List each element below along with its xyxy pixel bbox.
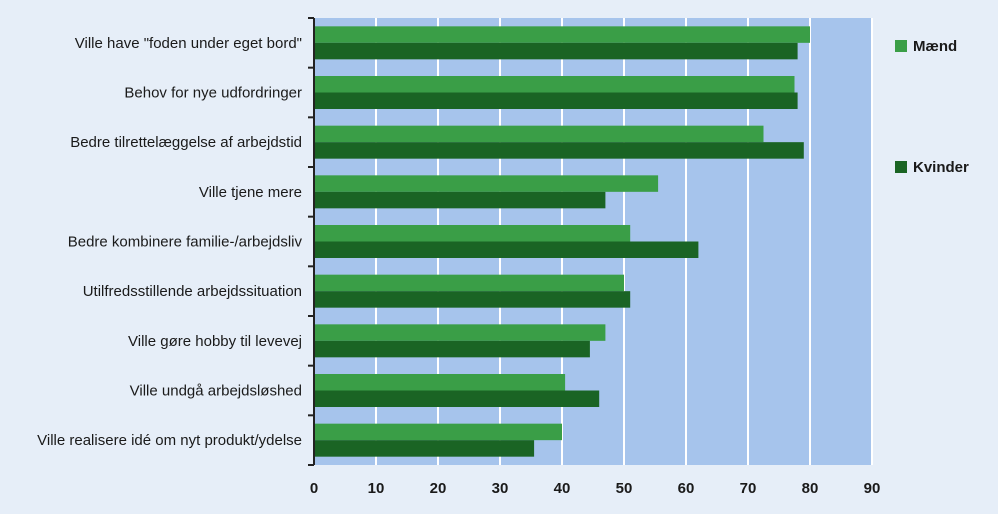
legend-swatch bbox=[895, 40, 907, 52]
bar-maend bbox=[314, 374, 566, 391]
category-label: Bedre tilrettelæggelse af arbejdstid bbox=[70, 134, 302, 151]
bar-kvinder bbox=[314, 142, 804, 159]
bar-maend bbox=[314, 274, 624, 292]
x-tick-label: 40 bbox=[554, 480, 571, 497]
bar-maend bbox=[314, 26, 810, 43]
x-tick-label: 30 bbox=[492, 480, 509, 497]
bar-maend bbox=[314, 175, 659, 192]
bar-maend bbox=[314, 76, 795, 93]
bar-maend bbox=[314, 324, 606, 341]
legend-label: Kvinder bbox=[913, 159, 969, 176]
bar-kvinder bbox=[314, 92, 798, 109]
x-tick-label: 10 bbox=[368, 480, 385, 497]
category-label: Utilfredsstillende arbejdssituation bbox=[83, 283, 302, 300]
category-label: Ville tjene mere bbox=[199, 184, 302, 201]
bar-kvinder bbox=[314, 440, 535, 457]
x-tick-label: 70 bbox=[740, 480, 757, 497]
bar-kvinder bbox=[314, 390, 600, 407]
bar-kvinder bbox=[314, 191, 606, 209]
x-tick-label: 0 bbox=[310, 480, 318, 497]
bar-maend bbox=[314, 125, 764, 143]
category-label: Ville gøre hobby til levevej bbox=[128, 333, 302, 350]
category-label: Ville undgå arbejdsløshed bbox=[130, 383, 302, 400]
bar-kvinder bbox=[314, 241, 699, 258]
bar-maend bbox=[314, 423, 562, 441]
x-tick-label: 90 bbox=[864, 480, 881, 497]
x-tick-label: 20 bbox=[430, 480, 447, 497]
legend-swatch bbox=[895, 161, 907, 173]
x-tick-label: 60 bbox=[678, 480, 695, 497]
category-label: Bedre kombinere familie-/arbejdsliv bbox=[68, 234, 303, 251]
x-tick-label: 80 bbox=[802, 480, 819, 497]
bar-kvinder bbox=[314, 291, 631, 308]
category-label: Ville have "foden under eget bord" bbox=[75, 35, 302, 52]
bar-kvinder bbox=[314, 42, 798, 60]
legend-label: Mænd bbox=[913, 38, 957, 55]
bar-kvinder bbox=[314, 340, 590, 358]
category-label: Behov for nye udfordringer bbox=[124, 85, 302, 102]
x-tick-label: 50 bbox=[616, 480, 633, 497]
bar-maend bbox=[314, 225, 631, 242]
category-label: Ville realisere idé om nyt produkt/ydels… bbox=[37, 432, 302, 449]
